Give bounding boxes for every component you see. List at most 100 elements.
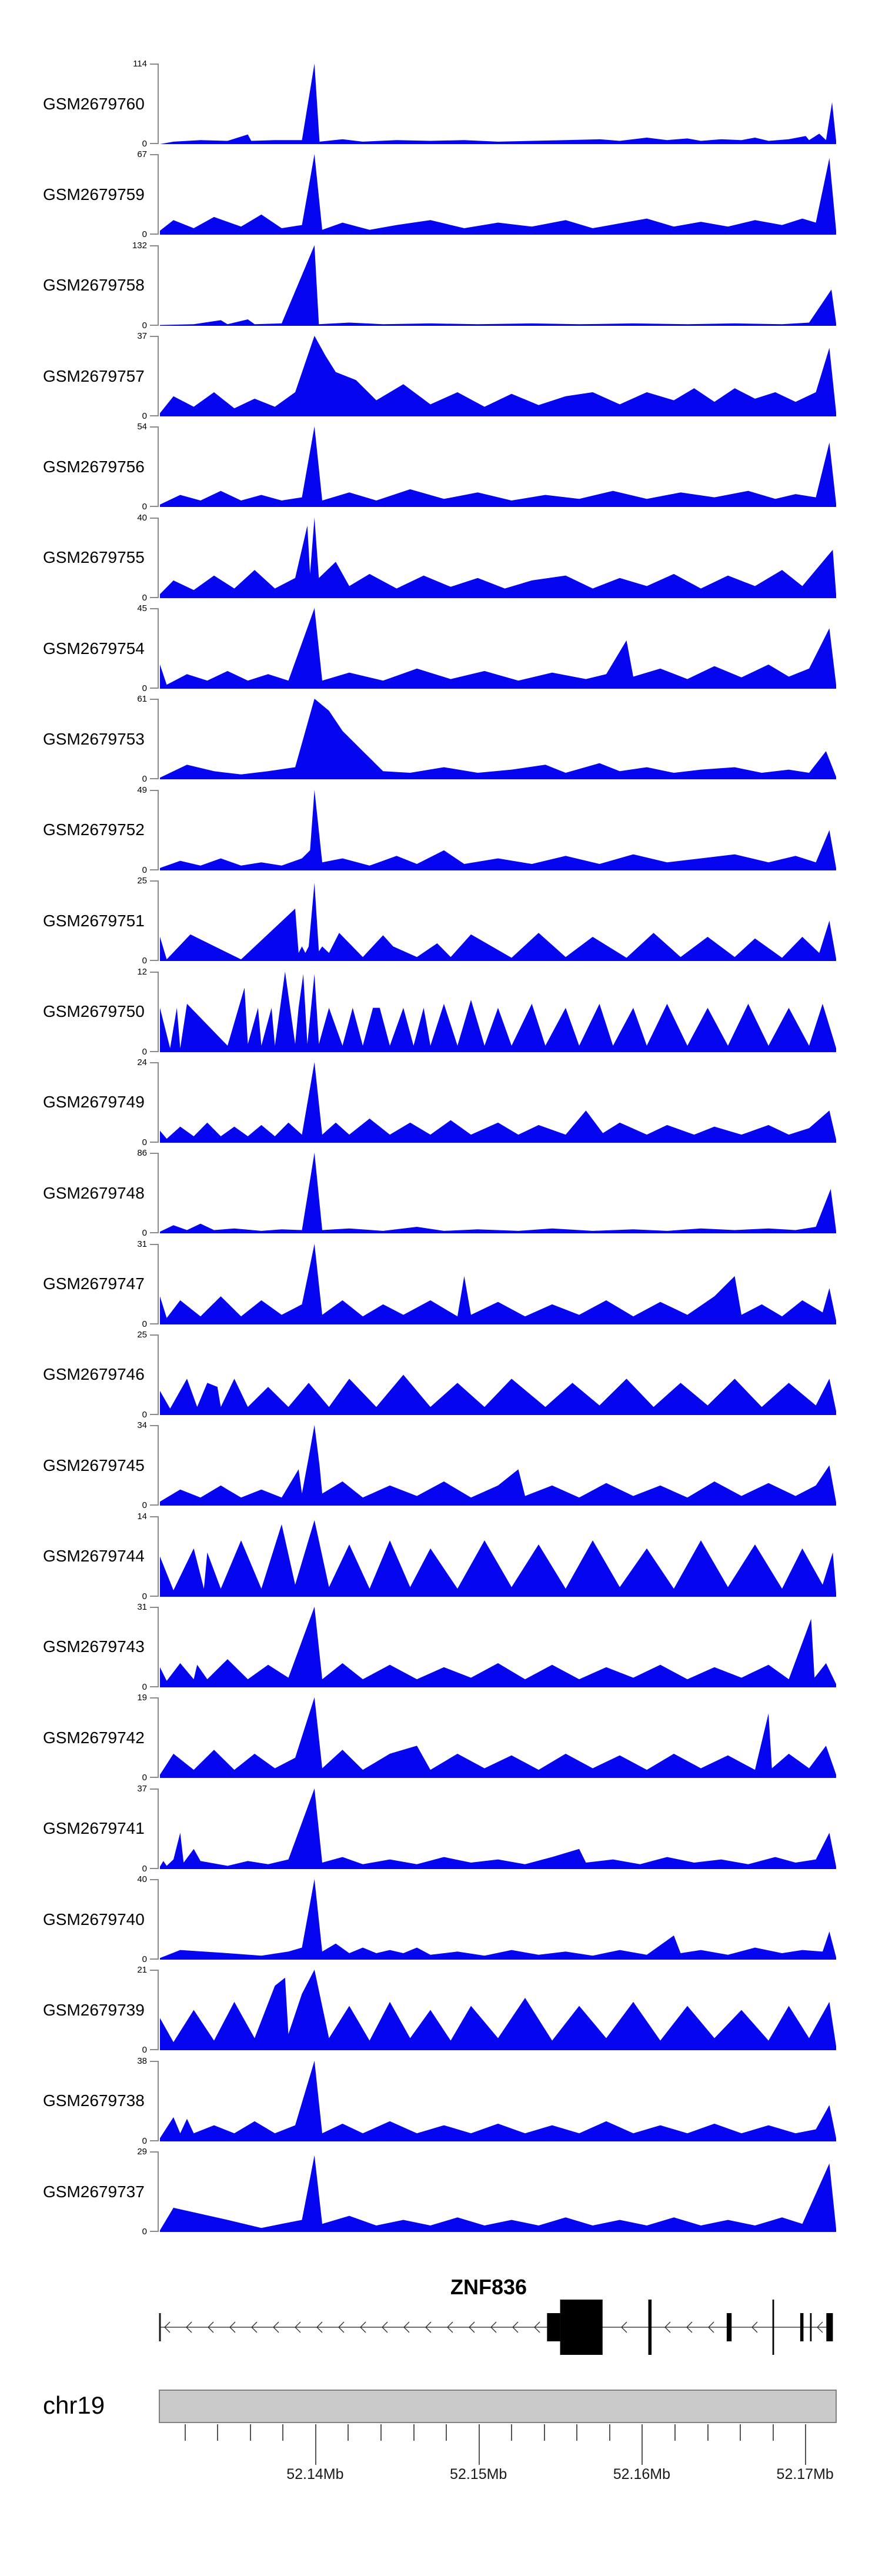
track-sample-label: GSM2679756 — [43, 457, 145, 476]
y-axis-line — [158, 789, 159, 870]
axis-minor-tick — [772, 2424, 774, 2441]
gene-exon — [826, 2313, 833, 2341]
y-axis-zero-label: 0 — [142, 1954, 147, 1964]
y-axis-zero-label: 0 — [142, 592, 147, 603]
y-axis-max-label: 12 — [137, 966, 147, 977]
chromosome-bar — [159, 2390, 837, 2423]
y-axis-tick — [150, 1686, 158, 1687]
track-sample-label: GSM2679743 — [43, 1637, 145, 1656]
y-axis-tick — [150, 2060, 158, 2062]
strand-arrow-left-icon — [469, 2321, 475, 2333]
strand-arrow-left-icon — [403, 2321, 410, 2333]
track-row: GSM2679747 31 0 — [0, 1239, 882, 1329]
y-axis-max-label: 86 — [137, 1148, 147, 1159]
coverage-area-plot — [160, 1374, 836, 1415]
y-axis-zero-label: 0 — [142, 139, 147, 149]
y-axis-line — [158, 426, 159, 508]
y-axis-line — [158, 154, 159, 235]
strand-arrow-left-icon — [751, 2321, 758, 2333]
strand-arrow-left-icon — [621, 2321, 627, 2333]
y-axis-tick — [150, 1425, 158, 1427]
coverage-area-plot — [160, 1425, 836, 1506]
strand-arrow-left-icon — [512, 2321, 519, 2333]
y-axis-tick — [150, 1697, 158, 1699]
track-sample-label: GSM2679751 — [43, 911, 145, 930]
coverage-area-plot — [160, 1153, 836, 1234]
y-axis-tick — [150, 971, 158, 973]
y-axis-max-label: 54 — [137, 422, 147, 432]
chromosome-label: chr19 — [43, 2391, 105, 2419]
y-axis-max-label: 29 — [137, 2147, 147, 2157]
y-axis-tick — [150, 1516, 158, 1517]
coverage-area-plot — [160, 245, 836, 326]
strand-arrow-left-icon — [295, 2321, 301, 2333]
track-row: GSM2679753 61 0 — [0, 694, 882, 784]
strand-arrow-left-icon — [186, 2321, 192, 2333]
axis-major-tick — [315, 2424, 316, 2465]
axis-tick-label: 52.16Mb — [613, 2466, 671, 2482]
track-row: GSM2679749 24 0 — [0, 1057, 882, 1147]
y-axis-max-label: 49 — [137, 785, 147, 795]
y-axis-line — [158, 608, 159, 689]
y-axis-tick — [150, 426, 158, 428]
track-row: GSM2679739 21 0 — [0, 1965, 882, 2055]
y-axis-line — [158, 1697, 159, 1778]
y-axis-line — [158, 517, 159, 598]
y-axis-tick — [150, 1413, 158, 1415]
y-axis-line — [158, 1879, 159, 1960]
coverage-area-plot — [160, 699, 836, 780]
y-axis-max-label: 19 — [137, 1693, 147, 1703]
y-axis-max-label: 24 — [137, 1057, 147, 1067]
y-axis-tick — [150, 596, 158, 598]
y-axis-zero-label: 0 — [142, 956, 147, 966]
coverage-area-plot — [160, 1788, 836, 1869]
gene-name-label: ZNF836 — [450, 2275, 527, 2299]
track-sample-label: GSM2679753 — [43, 729, 145, 748]
track-row: GSM2679737 29 0 — [0, 2147, 882, 2237]
track-row: GSM2679751 25 0 — [0, 876, 882, 966]
axis-major-tick — [478, 2424, 480, 2465]
y-axis-zero-label: 0 — [142, 1681, 147, 1692]
y-axis-max-label: 132 — [132, 240, 147, 251]
track-row: GSM2679748 86 0 — [0, 1148, 882, 1238]
y-axis-tick — [150, 324, 158, 326]
strand-arrow-left-icon — [360, 2321, 366, 2333]
coverage-area-plot — [160, 336, 836, 417]
track-sample-label: GSM2679741 — [43, 1819, 145, 1838]
axis-minor-tick — [446, 2424, 447, 2441]
track-row: GSM2679738 38 0 — [0, 2056, 882, 2146]
strand-arrow-left-icon — [251, 2321, 258, 2333]
y-axis-zero-label: 0 — [142, 2135, 147, 2146]
coverage-area-plot — [160, 64, 836, 144]
strand-arrow-left-icon — [164, 2321, 171, 2333]
y-axis-tick — [150, 1232, 158, 1234]
y-axis-max-label: 31 — [137, 1601, 147, 1612]
y-axis-tick — [150, 517, 158, 519]
gene-exon — [772, 2300, 774, 2355]
strand-arrow-left-icon — [534, 2321, 540, 2333]
y-axis-tick — [150, 1141, 158, 1143]
y-axis-max-label: 14 — [137, 1511, 147, 1521]
coverage-area-plot — [160, 1970, 836, 2051]
y-axis-zero-label: 0 — [142, 411, 147, 422]
y-axis-line — [158, 1516, 159, 1597]
y-axis-tick — [150, 1243, 158, 1245]
y-axis-zero-label: 0 — [142, 1500, 147, 1511]
axis-minor-tick — [348, 2424, 349, 2441]
y-axis-tick — [150, 1958, 158, 1960]
axis-major-tick — [805, 2424, 807, 2465]
coverage-area-plot — [160, 1697, 836, 1778]
y-axis-tick — [150, 506, 158, 508]
y-axis-tick — [150, 143, 158, 144]
track-row: GSM2679744 14 0 — [0, 1511, 882, 1601]
coverage-area-plot — [160, 883, 836, 962]
gene-model-svg — [159, 2300, 833, 2355]
y-axis-tick — [150, 880, 158, 882]
y-axis-zero-label: 0 — [142, 2227, 147, 2237]
axis-minor-tick — [740, 2424, 741, 2441]
y-axis-tick — [150, 2151, 158, 2153]
strand-arrow-left-icon — [447, 2321, 453, 2333]
y-axis-max-label: 45 — [137, 603, 147, 614]
axis-minor-tick — [511, 2424, 513, 2441]
y-axis-line — [158, 2151, 159, 2233]
